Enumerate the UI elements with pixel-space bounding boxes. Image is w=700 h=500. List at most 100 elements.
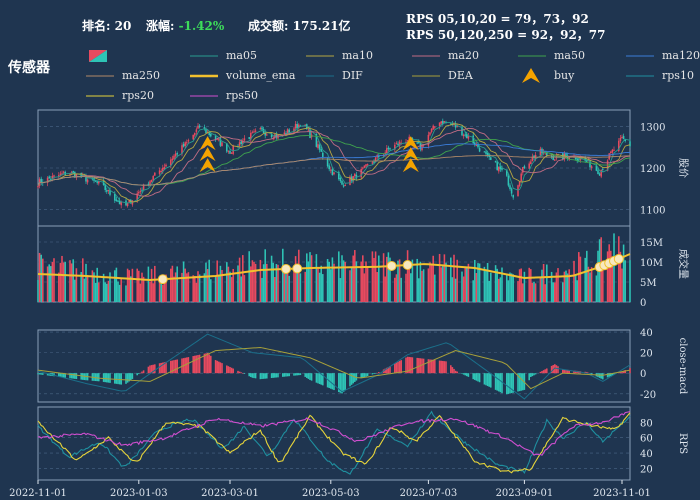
candle bbox=[86, 179, 89, 183]
macd-histogram-bar bbox=[64, 373, 66, 378]
candle bbox=[598, 173, 601, 176]
volume-bar bbox=[445, 262, 447, 302]
volume-bar bbox=[610, 250, 612, 302]
legend-label-volume_ema: volume_ema bbox=[226, 69, 296, 82]
candle bbox=[136, 193, 138, 201]
volume-bar bbox=[613, 233, 615, 302]
volume-bar bbox=[499, 277, 502, 302]
candle bbox=[523, 166, 526, 168]
candle bbox=[192, 134, 194, 140]
header-turnover: 成交额: 175.21亿 bbox=[248, 17, 351, 34]
volume-bar bbox=[454, 278, 457, 302]
volume-bar bbox=[552, 282, 554, 302]
candle bbox=[472, 135, 474, 144]
volume-bar bbox=[94, 282, 97, 302]
macd-histogram-bar bbox=[259, 373, 262, 380]
macd-histogram-bar bbox=[565, 369, 567, 374]
macd-histogram-bar bbox=[131, 373, 134, 379]
macd-histogram-bar bbox=[488, 373, 490, 387]
legend-label-ma20: ma20 bbox=[448, 49, 479, 62]
macd-histogram-bar bbox=[195, 355, 198, 374]
y-tick-label-macd: 0 bbox=[640, 369, 646, 380]
macd-histogram-bar bbox=[464, 373, 466, 376]
macd-histogram-bar bbox=[250, 373, 252, 378]
volume-bar bbox=[64, 261, 66, 302]
macd-histogram-bar bbox=[550, 365, 553, 374]
volume-bar bbox=[490, 272, 492, 302]
macd-histogram-bar bbox=[586, 371, 588, 374]
buy-signal-marker bbox=[199, 158, 216, 173]
macd-histogram-bar bbox=[62, 373, 65, 378]
volume-bar bbox=[205, 262, 207, 302]
volume-bar bbox=[254, 263, 257, 302]
candle bbox=[477, 143, 479, 148]
macd-histogram-bar bbox=[197, 355, 199, 374]
candle bbox=[320, 149, 322, 152]
volume-bar bbox=[46, 266, 49, 302]
macd-histogram-bar bbox=[339, 373, 342, 393]
volume-bar bbox=[475, 273, 478, 302]
volume-bar bbox=[578, 252, 580, 302]
candle bbox=[96, 181, 98, 183]
volume-bar bbox=[450, 257, 452, 302]
volume-bar bbox=[344, 261, 346, 302]
candle bbox=[363, 165, 366, 168]
volume-bar bbox=[219, 265, 222, 302]
candle bbox=[608, 153, 610, 160]
y-tick-label-volume: 10M bbox=[640, 258, 663, 269]
volume-bar bbox=[275, 264, 278, 302]
macd-histogram-bar bbox=[147, 366, 150, 374]
volume-bar bbox=[229, 271, 231, 302]
candle bbox=[138, 192, 140, 194]
macd-histogram-bar bbox=[406, 356, 409, 374]
macd-histogram-bar bbox=[162, 362, 164, 374]
candle bbox=[240, 141, 242, 145]
candle bbox=[528, 163, 530, 169]
volume-bar bbox=[218, 274, 220, 302]
candle bbox=[205, 129, 207, 134]
volume-bar bbox=[506, 274, 508, 302]
macd-histogram-bar bbox=[350, 373, 353, 385]
macd-histogram-bar bbox=[120, 373, 122, 385]
candle bbox=[218, 139, 220, 141]
volume-bar bbox=[221, 269, 223, 302]
candle bbox=[398, 141, 401, 147]
volume-bar bbox=[477, 263, 479, 302]
macd-histogram-bar bbox=[251, 373, 254, 378]
macd-histogram-bar bbox=[496, 373, 498, 391]
volume-bar bbox=[534, 283, 537, 302]
candle bbox=[442, 120, 444, 124]
volume-bar bbox=[397, 260, 399, 302]
macd-histogram-bar bbox=[352, 373, 354, 384]
y-tick-label-rps: 60 bbox=[640, 434, 653, 445]
volume-bar bbox=[198, 274, 201, 302]
candle bbox=[333, 172, 335, 175]
macd-histogram-bar bbox=[107, 373, 110, 383]
macd-histogram-bar bbox=[498, 373, 500, 392]
volume-bar bbox=[350, 267, 353, 302]
macd-histogram-bar bbox=[160, 362, 162, 374]
candle bbox=[186, 142, 188, 144]
candle bbox=[120, 201, 122, 206]
volume-bar bbox=[395, 274, 398, 302]
volume-bar bbox=[320, 265, 322, 302]
macd-histogram-bar bbox=[566, 369, 569, 374]
candle bbox=[288, 129, 290, 133]
legend-label-rps10: rps10 bbox=[662, 69, 694, 82]
volume-bar bbox=[226, 262, 228, 302]
macd-histogram-bar bbox=[411, 357, 414, 374]
candle bbox=[158, 170, 161, 174]
buy-signal-marker bbox=[199, 147, 216, 162]
candle bbox=[539, 148, 542, 156]
macd-histogram-bar bbox=[542, 370, 545, 374]
macd-histogram-bar bbox=[418, 358, 420, 374]
macd-histogram-bar bbox=[154, 364, 156, 374]
volume-bar bbox=[242, 255, 244, 302]
candle bbox=[371, 162, 374, 164]
volume-bar bbox=[486, 262, 489, 302]
macd-histogram-bar bbox=[371, 373, 374, 375]
macd-histogram-bar bbox=[445, 361, 447, 374]
macd-histogram-bar bbox=[438, 360, 441, 374]
macd-histogram-bar bbox=[461, 373, 463, 374]
volume-marker bbox=[402, 260, 413, 271]
